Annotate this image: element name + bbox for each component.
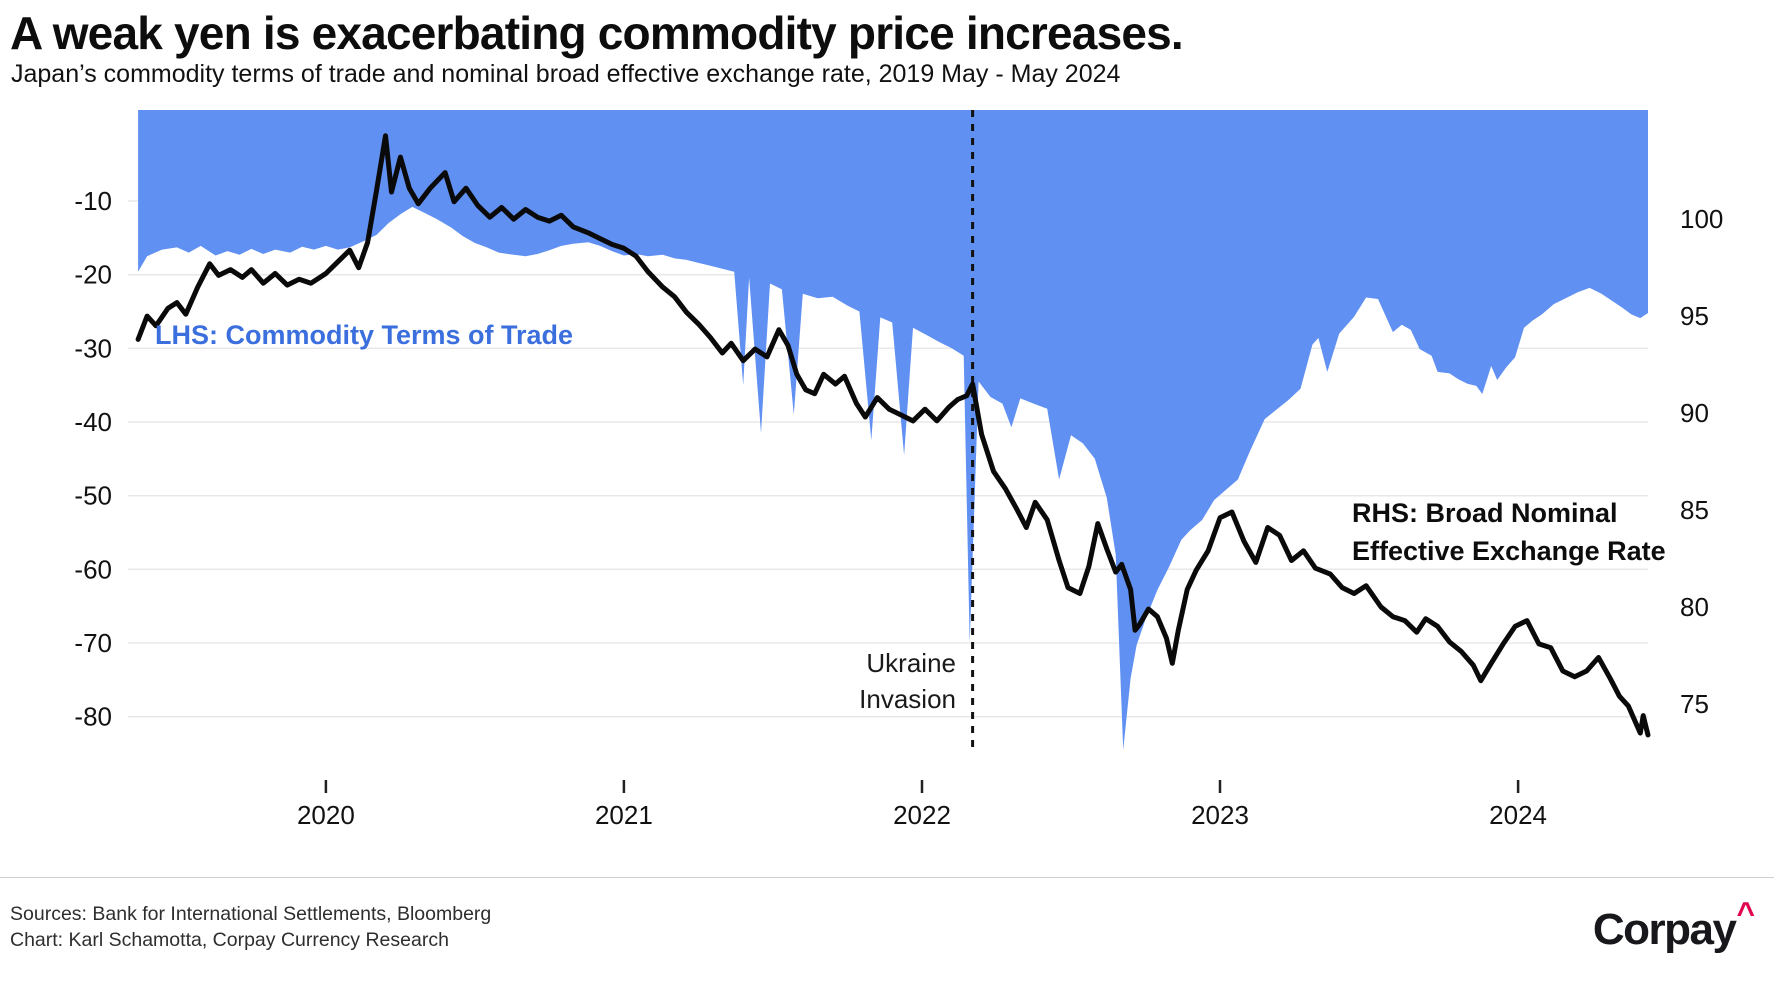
page-title: A weak yen is exacerbating commodity pri…: [10, 7, 1184, 59]
right-axis-tick-label: 95: [1680, 301, 1709, 331]
chart-credit-line: Chart: Karl Schamotta, Corpay Currency R…: [10, 929, 449, 951]
left-axis-tick-label: -40: [74, 407, 112, 437]
source-credits: Sources: Bank for International Settleme…: [10, 901, 491, 953]
x-axis-year-label: 2024: [1489, 800, 1547, 830]
right-axis-tick-label: 85: [1680, 495, 1709, 525]
area-path-commodity-terms-of-trade: [138, 110, 1649, 750]
right-axis-tick-label: 100: [1680, 204, 1723, 234]
commodity-terms-of-trade-area: [138, 110, 1649, 750]
line-path-effective-exchange-rate: [135, 133, 1651, 738]
x-axis-year-label: 2021: [595, 800, 653, 830]
right-axis-tick-label: 80: [1680, 592, 1709, 622]
right-axis-tick-label: 75: [1680, 689, 1709, 719]
event-label-line1: Ukraine: [866, 648, 956, 678]
rhs-series-label-line1: RHS: Broad Nominal: [1352, 498, 1618, 528]
x-axis-year-label: 2023: [1191, 800, 1249, 830]
x-axis-year-label: 2022: [893, 800, 951, 830]
footer-divider: [0, 877, 1774, 878]
x-axis-year-label: 2020: [297, 800, 355, 830]
sources-line: Sources: Bank for International Settleme…: [10, 903, 492, 925]
corpay-caret-icon: ^: [1736, 895, 1756, 932]
axis-labels: -10 -20 -30 -40 -50 -60 -70 -80 100 95 90 85 80 75 202…: [74, 186, 1723, 830]
left-axis-tick-label: -10: [74, 186, 112, 216]
exchange-rate-line: [135, 133, 1651, 738]
left-axis-tick-label: -80: [74, 702, 112, 732]
left-axis-tick-label: -30: [74, 333, 112, 363]
left-axis-tick-label: -20: [74, 260, 112, 290]
right-axis-tick-label: 90: [1680, 398, 1709, 428]
left-axis-tick-label: -50: [74, 481, 112, 511]
corpay-logo-text: Corpay: [1592, 905, 1737, 954]
left-axis-tick-label: -60: [74, 554, 112, 584]
gridlines: [128, 200, 1648, 718]
left-axis-tick-label: -70: [74, 628, 112, 658]
lhs-series-label: LHS: Commodity Terms of Trade: [155, 320, 573, 350]
rhs-series-label-line2: Effective Exchange Rate: [1352, 536, 1666, 566]
corpay-logo: Corpay^: [1592, 895, 1755, 955]
event-label-line2: Invasion: [859, 684, 956, 714]
page-subtitle: Japan’s commodity terms of trade and nom…: [11, 60, 1121, 88]
